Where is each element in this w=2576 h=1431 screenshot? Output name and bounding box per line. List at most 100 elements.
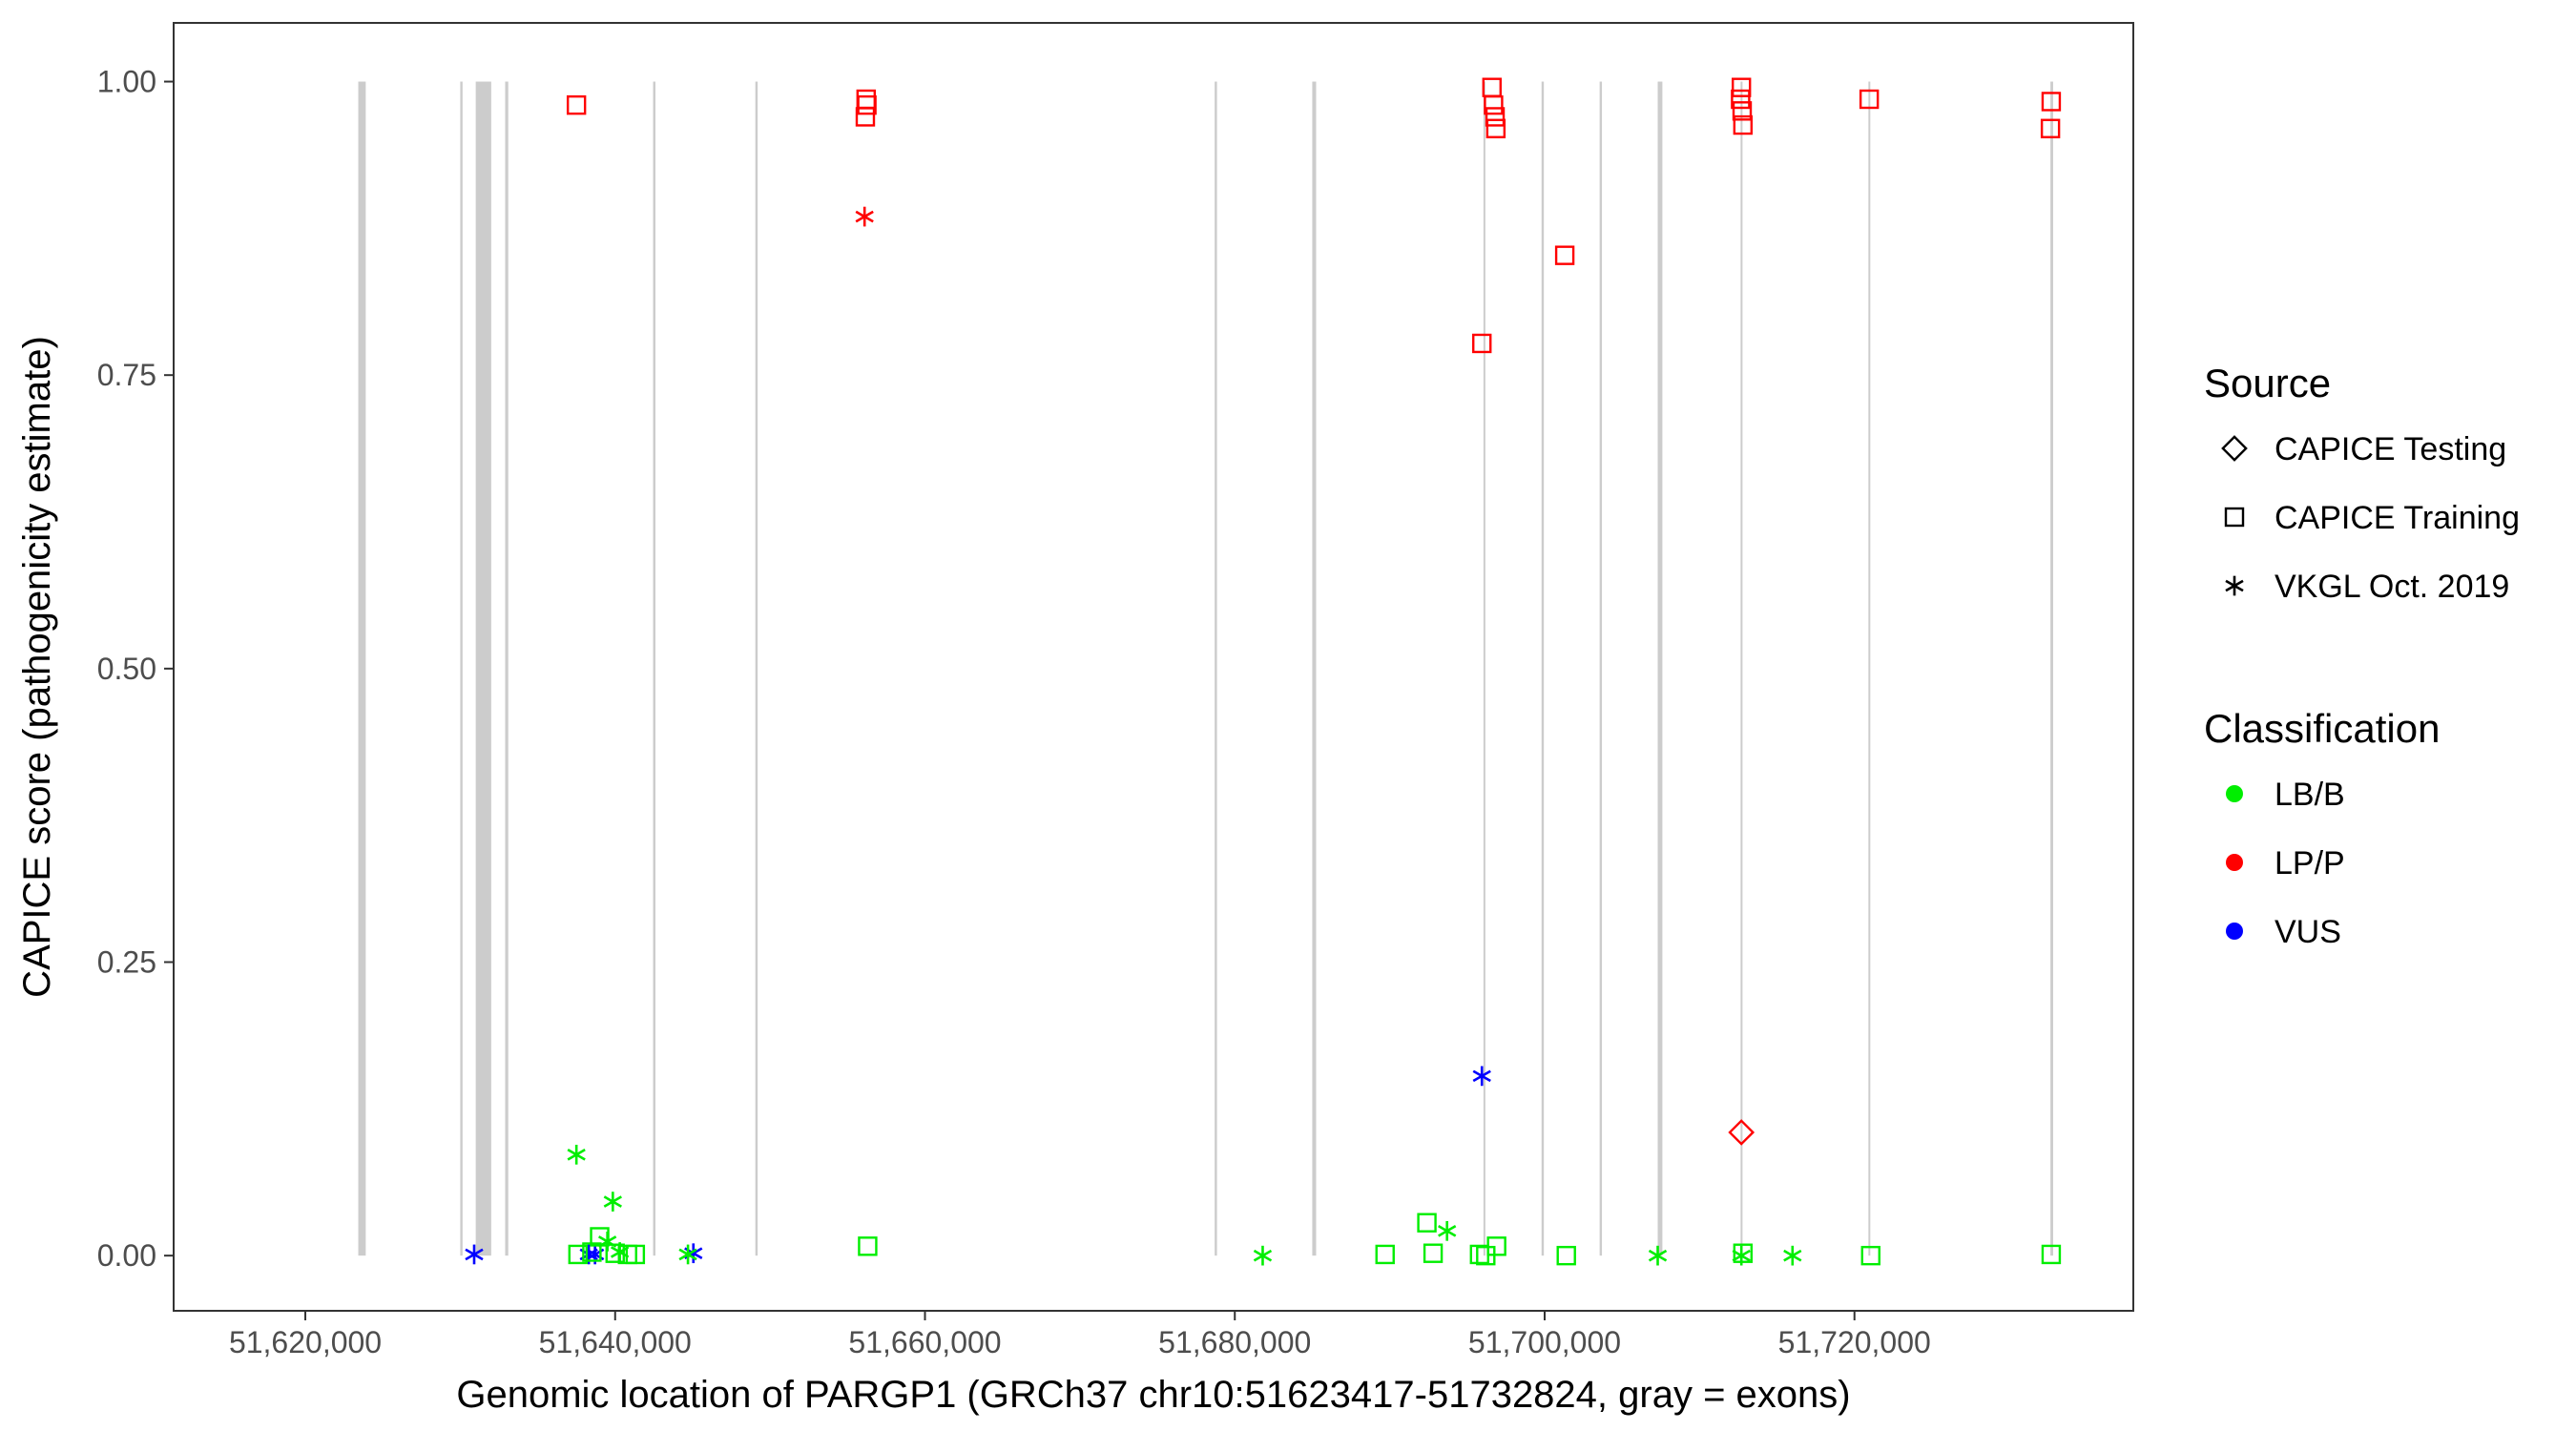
asterisk-stroke xyxy=(678,1248,697,1261)
exon-band xyxy=(755,81,758,1256)
exon-band xyxy=(1868,81,1871,1256)
exon-band xyxy=(1312,81,1317,1256)
data-point-square xyxy=(1469,1244,1489,1265)
data-point-square xyxy=(605,1243,625,1263)
data-point-square xyxy=(1731,89,1751,110)
legend-asterisk-icon xyxy=(2225,575,2244,596)
y-tick-label: 0.75 xyxy=(97,358,156,392)
panel-border xyxy=(173,22,2134,1312)
data-point-square xyxy=(856,89,877,110)
data-point-square xyxy=(1733,114,1754,135)
x-axis-title: Genomic location of PARGP1 (GRCh37 chr10… xyxy=(456,1374,1850,1416)
data-point-square xyxy=(858,1236,878,1256)
data-point-asterisk xyxy=(855,206,874,227)
legend-square-icon xyxy=(2224,507,2245,528)
data-point-square xyxy=(1860,1245,1880,1266)
asterisk-stroke xyxy=(1253,1249,1273,1262)
legend-classification-label: LB/B xyxy=(2275,777,2345,813)
y-axis: 0.00 0.25 0.50 0.75 1.00 xyxy=(97,65,174,1273)
data-point-square xyxy=(1733,1243,1754,1263)
data-point-square xyxy=(1375,1244,1395,1265)
asterisk-stroke xyxy=(465,1248,484,1261)
legend-dot-icon xyxy=(2226,785,2243,802)
data-point-asterisk xyxy=(1648,1245,1668,1266)
data-point-square xyxy=(2041,1244,2062,1265)
asterisk-stroke xyxy=(2225,579,2244,592)
y-axis-title: CAPICE score (pathogenicity estimate) xyxy=(16,336,58,998)
data-point-asterisk xyxy=(1472,1066,1491,1087)
data-point-square xyxy=(1554,245,1575,265)
legend: Source CAPICE Testing CAPICE Training VKGL … xyxy=(2204,361,2520,950)
data-point-square xyxy=(590,1227,610,1247)
data-point-asterisk xyxy=(1438,1220,1457,1241)
legend-source-label: VKGL Oct. 2019 xyxy=(2275,569,2509,605)
data-point-square xyxy=(1484,94,1504,115)
exon-band xyxy=(1483,81,1485,1256)
asterisk-stroke xyxy=(855,210,874,223)
exon-band xyxy=(460,81,463,1256)
asterisk-stroke xyxy=(1648,1249,1668,1262)
exon-bands xyxy=(358,81,2053,1256)
data-point-square xyxy=(1417,1213,1437,1233)
x-axis: 51,620,000 51,640,000 51,660,000 51,680,000… xyxy=(229,1311,1931,1359)
exon-band xyxy=(653,81,655,1256)
y-tick-label: 0.50 xyxy=(97,652,156,686)
data-point-square xyxy=(2041,92,2062,112)
data-point-asterisk xyxy=(1783,1245,1802,1266)
exon-band xyxy=(1599,81,1603,1256)
x-tick-label: 51,720,000 xyxy=(1778,1325,1931,1359)
asterisk-stroke xyxy=(1438,1225,1457,1237)
data-point-square xyxy=(855,107,876,127)
asterisk-stroke xyxy=(603,1195,622,1208)
legend-dot-icon xyxy=(2226,854,2243,871)
data-point-square xyxy=(2040,118,2061,138)
y-tick-label: 0.00 xyxy=(97,1238,156,1273)
x-tick-label: 51,680,000 xyxy=(1158,1325,1311,1359)
data-point-square xyxy=(1731,77,1752,97)
legend-classification-label: LP/P xyxy=(2275,845,2345,881)
data-point-square xyxy=(1472,333,1492,354)
y-tick-label: 0.25 xyxy=(97,945,156,980)
data-point-square xyxy=(1556,1245,1576,1266)
data-point-asterisk xyxy=(1253,1245,1273,1266)
data-point-asterisk xyxy=(567,1144,586,1165)
data-point-square xyxy=(1423,1243,1444,1263)
data-point-asterisk xyxy=(678,1244,697,1265)
exon-band xyxy=(475,81,491,1256)
data-point-square xyxy=(1485,118,1506,138)
exon-band xyxy=(358,81,366,1256)
data-points xyxy=(465,77,2062,1266)
exon-band xyxy=(1541,81,1545,1256)
data-point-square xyxy=(625,1244,646,1265)
data-point-asterisk xyxy=(465,1244,484,1265)
x-tick-label: 51,660,000 xyxy=(848,1325,1001,1359)
asterisk-stroke xyxy=(1732,1249,1751,1262)
asterisk-stroke xyxy=(1783,1249,1802,1262)
data-point-asterisk xyxy=(603,1192,622,1212)
exon-band xyxy=(1215,81,1217,1256)
y-tick-label: 1.00 xyxy=(97,65,156,99)
data-point-diamond xyxy=(1728,1119,1755,1146)
data-point-square xyxy=(1485,107,1506,127)
x-tick-label: 51,640,000 xyxy=(539,1325,692,1359)
data-point-square xyxy=(1482,77,1502,97)
asterisk-stroke xyxy=(1472,1069,1491,1083)
legend-source-label: CAPICE Testing xyxy=(2275,431,2506,467)
exon-band xyxy=(1657,81,1663,1256)
data-point-square xyxy=(857,94,877,115)
legend-classification-label: VUS xyxy=(2275,914,2341,950)
legend-dot-icon xyxy=(2226,923,2243,940)
data-point-square xyxy=(568,1244,588,1265)
legend-classification-title: Classification xyxy=(2204,706,2440,751)
exon-band xyxy=(505,81,509,1256)
data-point-square xyxy=(1486,1236,1506,1256)
exon-band xyxy=(1740,81,1743,1256)
x-tick-label: 51,700,000 xyxy=(1468,1325,1621,1359)
data-point-square xyxy=(1732,101,1753,121)
legend-source-label: CAPICE Training xyxy=(2275,500,2520,536)
legend-diamond-icon xyxy=(2221,435,2248,462)
data-point-square xyxy=(1859,89,1880,110)
x-tick-label: 51,620,000 xyxy=(229,1325,382,1359)
exon-band xyxy=(2050,81,2053,1256)
